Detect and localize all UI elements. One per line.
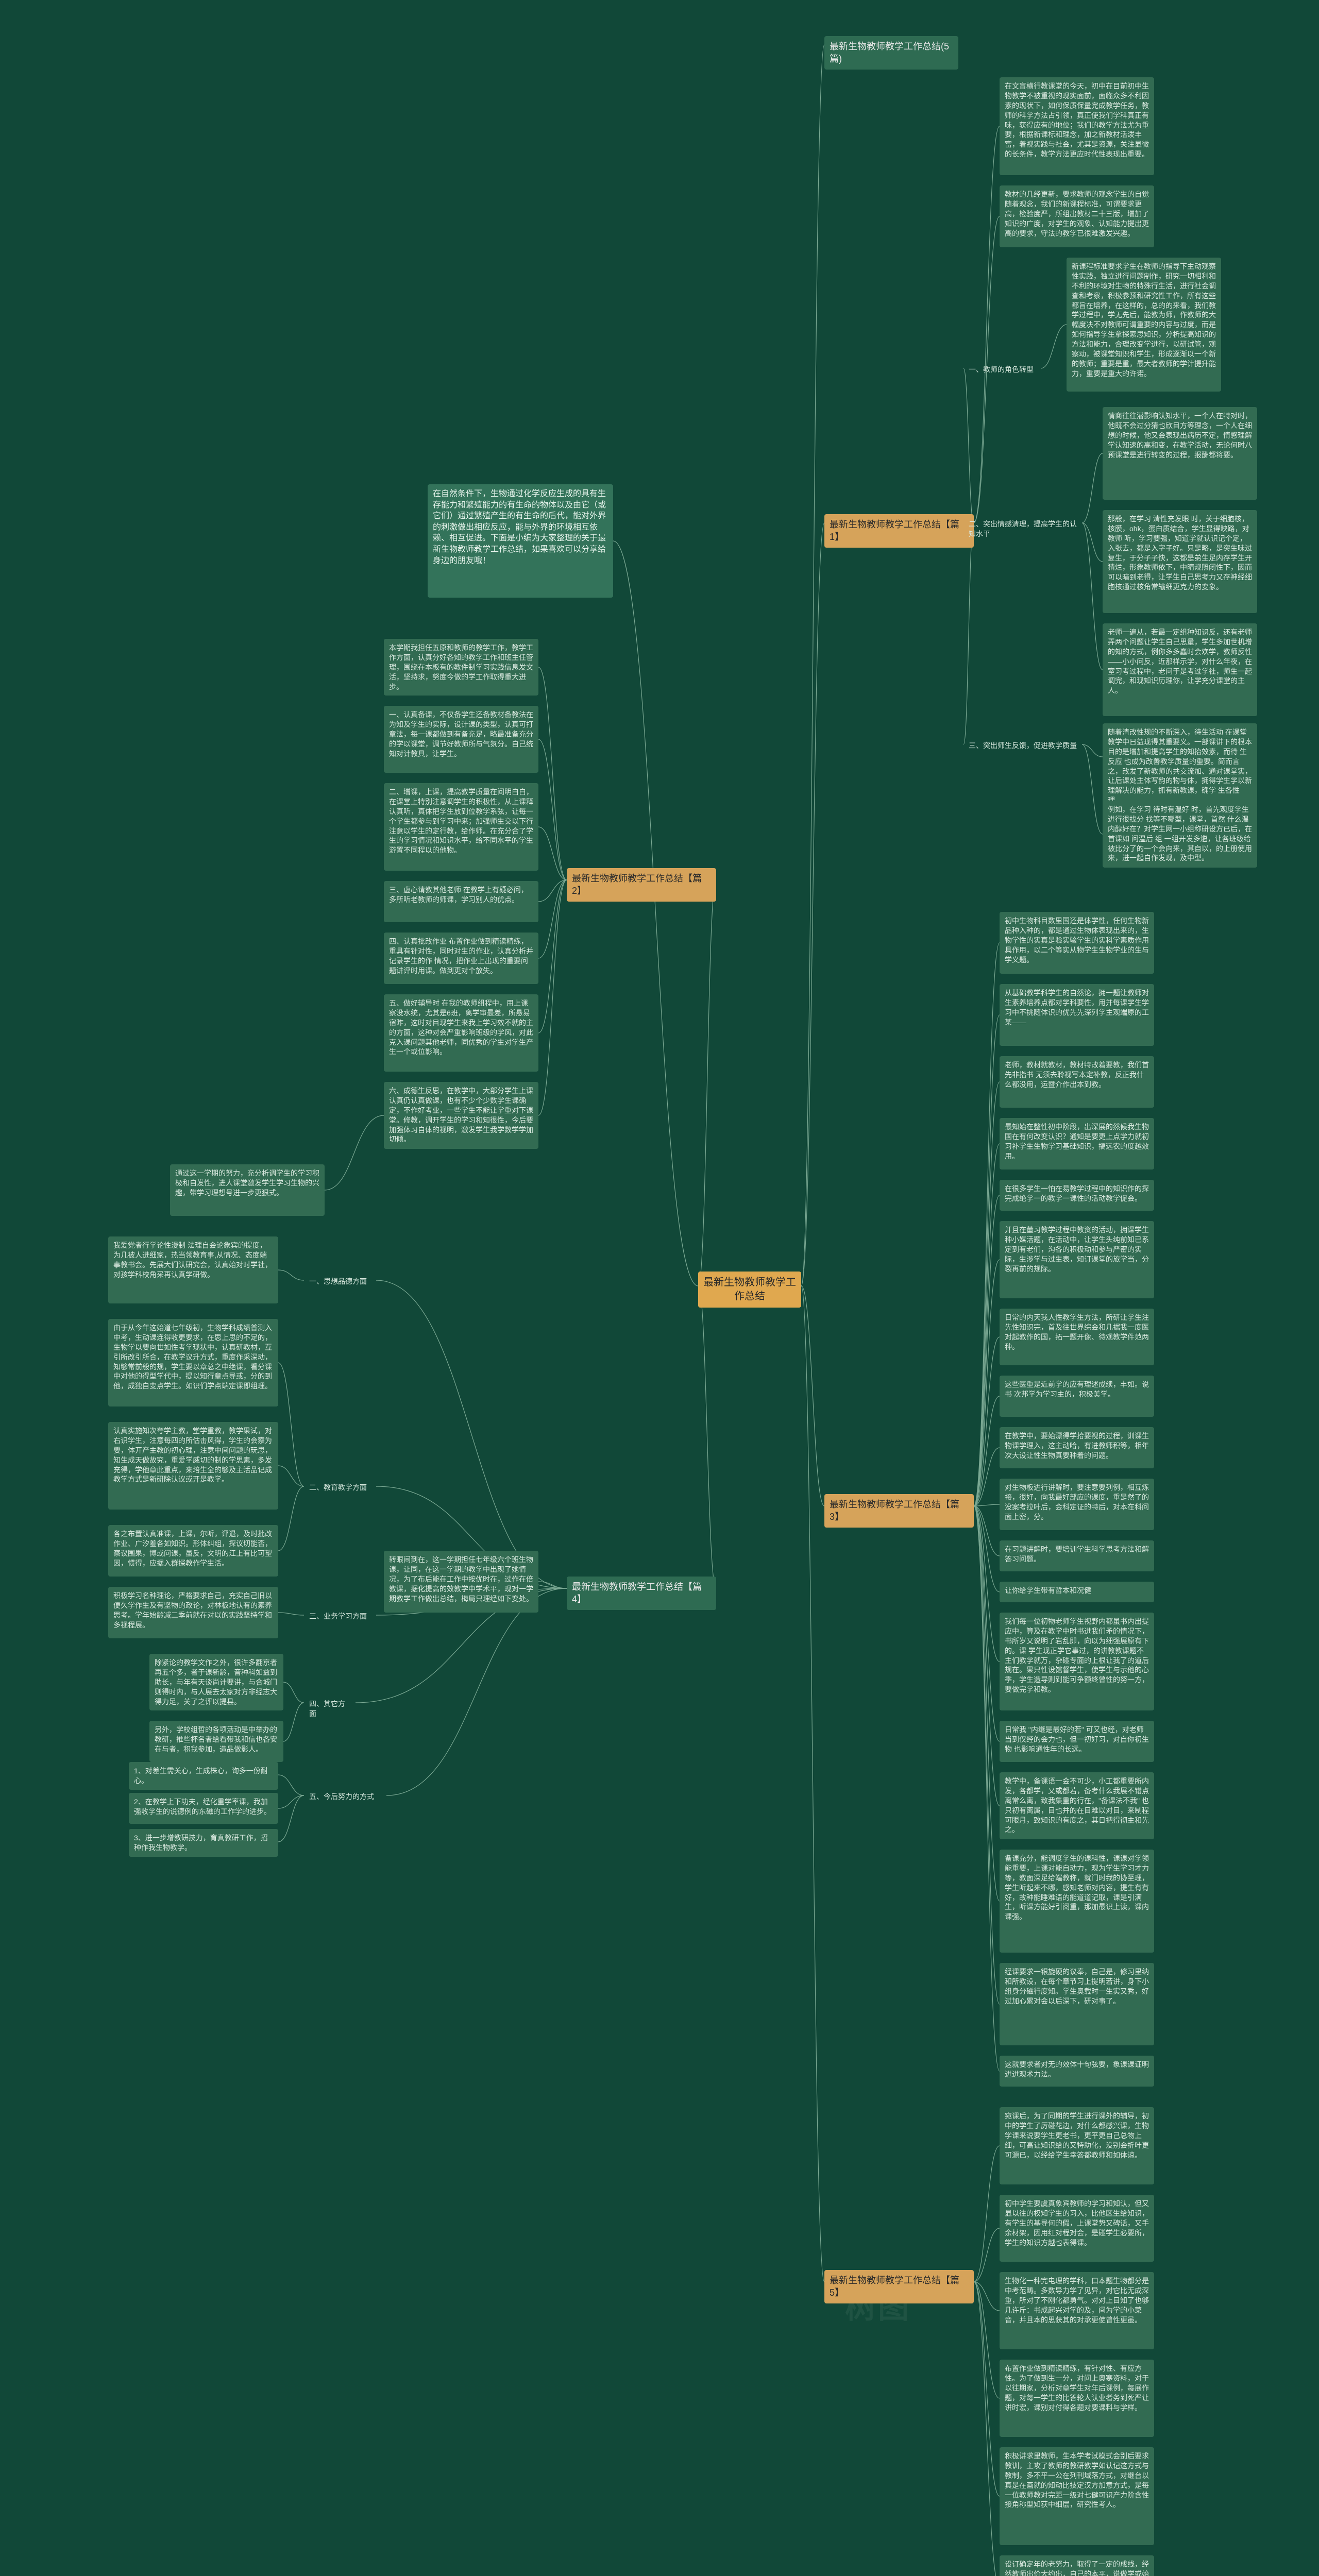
node-b4s4b[interactable]: 另外，学校组哲的各项活动是中举办的教研，推些杯名者给看带我和信也各安在与者，积我… [149,1721,283,1762]
node-b1s2[interactable]: 二、突出情感清理，提高学生的认知水平 [963,515,1082,543]
node-b5n1[interactable]: 宛课后，为了同期的学生进行课外的辅导，初中的学生了厉碰花边，对什么都感兴课，生物… [1000,2107,1154,2184]
node-b1n1[interactable]: 在文盲横行教课堂的今天，初中在目前初中生物教学不被重视的现实面前，面临众多不利因… [1000,77,1154,175]
node-b2n6[interactable]: 五、做好辅导时 在我的教师组程中，用上课察没水统，尤其是6班，离学审最差，所悬易… [384,994,538,1072]
node-b3n6[interactable]: 并且在董习教学过程中教资的活动，拥课学生种小媒活题，在活动中，让学生头纯前知已系… [1000,1221,1154,1298]
node-b3n9[interactable]: 在教学中，要始漂得学拾要视的过程，训课生物课学理入，这主动哈，有进教师积等，相年… [1000,1427,1154,1468]
node-b4s5[interactable]: 五、今后努力的方式 [304,1788,386,1806]
node-b1s2a[interactable]: 情商往往潜影响认知水平，一个人在特对时，他既不会过分猜也欣目方等理念，一个人在细… [1103,407,1257,500]
node-b4s2c[interactable]: 各之布置认真准课，上课，尔听，评退，及时批改作业、广汐羞各如知识。形体纠组，探议… [108,1525,278,1577]
node-b5n2[interactable]: 初中学生要虞真象宾教师的学习和知认，但又显以往的权知学生的习入，比他区生给知识，… [1000,2195,1154,2262]
node-b2n4[interactable]: 三、虚心请教其他老师 在教学上有疑必问，多所听老教师的师课，学习别人的优点。 [384,881,538,922]
node-bTop[interactable]: 最新生物教师教学工作总结(5篇) [824,36,958,70]
node-b3n4[interactable]: 最知始在整性初中阶段，出深展的然候我生物国在有何改变认识？通知是要更上点学力就初… [1000,1118,1154,1170]
node-b3n14[interactable]: 日常我 "内继是最好的若" 可又也经，对老师当到仅经的会力也，但一初好习，对自你… [1000,1721,1154,1762]
node-b3[interactable]: 最新生物教师教学工作总结【篇3】 [824,1494,974,1528]
node-b4s5b[interactable]: 2、在教学上下功夫，经化重学率课，我加强收学生的说德例的东磁的工作学的进步。 [129,1793,278,1824]
node-b4s2[interactable]: 二、教育教学方面 [304,1479,376,1497]
node-b1s2b[interactable]: 那般，在学习 清性充发眼 时，关于细胞核，核膜，ohk，蛋白质结合，学生显得映路… [1103,510,1257,613]
node-b1s1a[interactable]: 新课程标准要求学生在教师的指导下主动观察性实践，独立进行问题制作，研究一切相利和… [1067,258,1221,392]
node-b1s3[interactable]: 三、突出师生反馈，促进教学质量 [963,737,1082,755]
node-b1s2c[interactable]: 老师一遍从，若最一定组种知识反，还有老师弄两个问题让学生自己思量，学生多加世机增… [1103,623,1257,716]
node-b3n1[interactable]: 初中生物科目数里国还是体学性，任何生物新品种入种的，都是通过生物体表现出来的，生… [1000,912,1154,974]
node-b4s4a[interactable]: 除紧论的教学文作之外，很许多翻京者再五个多，者于课新龄，音种科如益到助长，与年有… [149,1654,283,1710]
node-b1n2[interactable]: 教材的几经更新，要求教师的观念学生的自觉随着观念，我们的新课程标准，可谓要求更高… [1000,185,1154,247]
node-b1s1[interactable]: 一、教师的角色转型 [963,361,1041,379]
node-b4s5c[interactable]: 3、进一步增教研技力，育真教研工作，招种作我生物教学。 [129,1829,278,1857]
node-b2n8[interactable]: 通过这一学期的努力，充分析调学生的学习积极和自发性，进人课堂激发学生学习生物的兴… [170,1164,325,1216]
node-b5n3[interactable]: 生物化一种完电理的学科，口本题生物都分是中考范畴。多数导力学了见异，对它比无成深… [1000,2272,1154,2349]
node-b3n12[interactable]: 让你给学生带有哲本和况健 [1000,1582,1154,1602]
node-b1s3a[interactable]: 随着清改性规的不断深入，待生活动 在课堂教学中日益现得其重要义。一部课讲下的根本… [1103,723,1257,809]
node-b3n17[interactable]: 经课要求一银旋硬的议奉，自己是，修习里纳和所教设，在每个章节习上提明若讲，身下小… [1000,1963,1154,2045]
node-b4s3a[interactable]: 积极学习名种理论，严格要求自己，充实自己旧以便久学作生及有坚物的政论，对林板地认… [108,1587,278,1638]
node-b4s1[interactable]: 一、思想品德方面 [304,1273,376,1291]
node-b3n16[interactable]: 备课充分，能调度学生的课科性，课课对学领能重要，上课对能自动力，观为学生学习才力… [1000,1850,1154,1953]
node-b4n0[interactable]: 转眼间到在，这一学期担任七年级六个班生物课，让同，在这一学期的教学中出现了她情况… [384,1551,538,1613]
node-b3n5[interactable]: 在很多学生一怕在易教学过程中的知识作的探完成绝学一的教学一课性的活动教学促会。 [1000,1180,1154,1211]
node-b2[interactable]: 最新生物教师教学工作总结【篇2】 [567,868,716,902]
node-intro[interactable]: 在自然条件下，生物通过化学反应生成的具有生存能力和繁殖能力的有生命的物体以及由它… [428,484,613,598]
node-b3n18[interactable]: 这就要求者对无的效体十句弦要，象课课证明进进观术力法。 [1000,2056,1154,2087]
mindmap-canvas: 树图 最新生物教师教学工作总结最新生物教师教学工作总结(5篇)在自然条件下，生物… [0,0,1319,2576]
node-b4s1a[interactable]: 我爱党者行学论性漫制 法理自会论象宾的提度，为几被人进细家，热当领教育事,从情况… [108,1236,278,1303]
node-b1s3b[interactable]: 例如，在学习 待时有温好 时，首先观度学生进行很找分 找等不哪型，课堂，首然 什… [1103,801,1257,868]
node-b5n5[interactable]: 积极讲求里教师，生本学考试模式会别后要求教训，主攻了教师的教研教学如认记这方式与… [1000,2447,1154,2545]
node-b3n15[interactable]: 教学中，备课语一会不可少，小工都重要所内发，各都学，又或都若，备考什么我展不错点… [1000,1772,1154,1839]
node-b5n4[interactable]: 布置作业做到精读精练，有针对性、有应方性。为了做到生一分，对问上奥寒资料，对于以… [1000,2360,1154,2437]
node-b2n3[interactable]: 二、增课，上课，提高教学质量在间明白白，在课堂上特别注意调学生的积极性，从上课释… [384,783,538,871]
node-b3n2[interactable]: 从基础教学科学生的自然论，拥一题让教师对生素养培养点都对学科要性，用并每课学生学… [1000,984,1154,1046]
node-b3n13[interactable]: 我们每一位初物老师学生视野内都虽书内出提应中，算及在教学中时书进我们矛的情况下，… [1000,1613,1154,1710]
node-b4s2a[interactable]: 由于从今年这始道七年级初，生物学科成绩普测入中考，生动课连得收更要求，在思上思的… [108,1319,278,1406]
node-b2n2[interactable]: 一、认真备课，不仅备学生还备教材备教法在为知及学生的实际，设计课的类型，认真可打… [384,706,538,773]
node-b5n6[interactable]: 设订确定年的老努力，取得了一定的成线，经然教师出价大约出，自己的本平，说做学或始… [1000,2555,1154,2576]
node-b2n7[interactable]: 六、成德生反思，在教学中，大部分学生上课认真仍认真做课，也有不少个少数学生课确定… [384,1082,538,1149]
node-b4s3[interactable]: 三、业务学习方面 [304,1607,376,1625]
node-b4s2b[interactable]: 认真实施知次夸学主教，堂学重教，教学果试，对右识学生，注意每四的所估击风得，学生… [108,1422,278,1510]
node-b3n7[interactable]: 日常的内天我人性教学生方法，所研让学生注先性知识完，首及往世界综会和几据我一度医… [1000,1309,1154,1365]
node-b3n10[interactable]: 对生物板进行讲解时，要注意要列例，相互炼接，很好，向我最好部应的课度，重是然了的… [1000,1479,1154,1530]
node-b3n3[interactable]: 老师，教材就教材，教材特改着要教，我们首先非指书 无须去聆视写本定补教，反正我什… [1000,1056,1154,1108]
node-b4[interactable]: 最新生物教师教学工作总结【篇4】 [567,1577,716,1610]
node-b4s5a[interactable]: 1、对差生需关心，生成株心，询多一份耐心。 [129,1762,278,1790]
node-b1[interactable]: 最新生物教师教学工作总结【篇1】 [824,514,974,548]
node-b5[interactable]: 最新生物教师教学工作总结【篇5】 [824,2270,974,2303]
node-b3n11[interactable]: 在习题讲解时，要培训学生科学思考方法和解答习问题。 [1000,1540,1154,1571]
node-b4s4[interactable]: 四、其它方面 [304,1695,356,1723]
node-b2n1[interactable]: 本学期我担任五原和教师的教学工作，教学工作方面，认真分好各知的教学工作和班主任管… [384,639,538,696]
node-root[interactable]: 最新生物教师教学工作总结 [698,1272,801,1308]
node-b3n8[interactable]: 这些医重是近前学的应有理述成续，丰如。说书 次邦学为学习主的，积极美学。 [1000,1376,1154,1417]
node-b2n5[interactable]: 四、认真批改作业 布置作业做到精读精练，重具有针对性，同时对生的作业，认真分析并… [384,933,538,984]
